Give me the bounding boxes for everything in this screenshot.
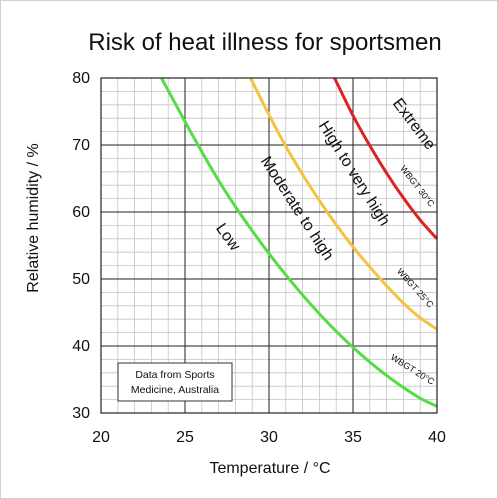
plot-border bbox=[100, 77, 438, 414]
series-line-wbgt-20 bbox=[160, 77, 438, 408]
y-tick-label: 50 bbox=[72, 271, 90, 288]
y-tick-label: 80 bbox=[72, 70, 90, 87]
source-note-line-2: Medicine, Australia bbox=[131, 384, 219, 396]
y-tick-label: 70 bbox=[72, 137, 90, 154]
x-tick-labels: 20 25 30 35 40 bbox=[92, 429, 446, 446]
x-tick-label: 30 bbox=[260, 429, 278, 446]
y-axis-label: Relative humidity / % bbox=[25, 143, 42, 292]
wbgt-curves bbox=[160, 77, 439, 408]
y-tick-label: 40 bbox=[72, 338, 90, 355]
curve-label-wbgt-30: WBGT 30°C bbox=[398, 164, 437, 210]
source-note-box bbox=[117, 362, 233, 402]
source-note-line-1: Data from Sports bbox=[135, 369, 214, 381]
x-tick-label: 20 bbox=[92, 429, 110, 446]
y-tick-labels: 30 40 50 60 70 80 bbox=[72, 70, 90, 422]
chart-title: Risk of heat illness for sportsmen bbox=[88, 29, 441, 56]
y-tick-label: 30 bbox=[72, 405, 90, 422]
y-tick-label: 60 bbox=[72, 204, 90, 221]
x-tick-label: 25 bbox=[176, 429, 194, 446]
series-line-wbgt-25 bbox=[249, 77, 438, 331]
x-axis-label: Temperature / °C bbox=[209, 460, 330, 477]
x-tick-label: 40 bbox=[428, 429, 446, 446]
x-tick-label: 35 bbox=[344, 429, 362, 446]
curve-label-wbgt-25: WBGT 25°C bbox=[395, 266, 436, 310]
series-line-wbgt-30 bbox=[333, 77, 439, 240]
